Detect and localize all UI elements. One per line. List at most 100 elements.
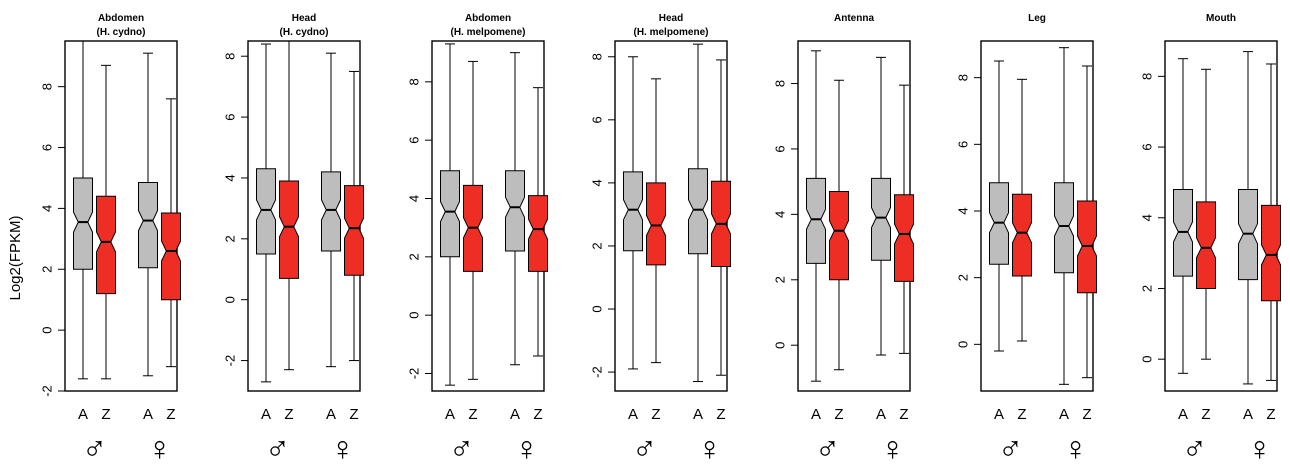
y-tick-label: 6 xyxy=(39,144,54,151)
x-category-label: Z xyxy=(1266,406,1275,423)
x-category-label: Z xyxy=(716,406,725,423)
x-category-label: Z xyxy=(899,406,908,423)
y-tick-label: 6 xyxy=(955,141,970,148)
y-tick-label: 6 xyxy=(1139,143,1154,150)
box-male-A xyxy=(623,56,643,370)
x-category-label: Z xyxy=(166,406,175,423)
box-male-Z xyxy=(96,64,116,380)
box-body xyxy=(1261,204,1281,302)
female-symbol-icon: ♀ xyxy=(1247,430,1273,468)
box-body xyxy=(806,177,826,264)
x-category-label: A xyxy=(78,406,88,423)
y-tick-label: 4 xyxy=(39,205,54,212)
box-male-Z xyxy=(829,79,849,371)
x-category-label: Z xyxy=(533,406,542,423)
y-tick-label: 6 xyxy=(222,113,237,120)
y-tick-label: 8 xyxy=(955,74,970,81)
y-tick-label: 0 xyxy=(1139,356,1154,363)
box-body xyxy=(138,182,158,269)
box-body xyxy=(505,170,525,252)
y-tick-label: 6 xyxy=(589,116,604,123)
female-symbol-icon: ♀ xyxy=(880,430,906,468)
box-body xyxy=(623,171,643,252)
y-tick-label: 2 xyxy=(589,242,604,249)
y-tick-label: 2 xyxy=(39,266,54,273)
x-category-label: A xyxy=(811,406,821,423)
x-category-label: A xyxy=(1243,406,1253,423)
box-female-Z xyxy=(711,59,731,376)
male-symbol-icon: ♂ xyxy=(82,430,108,468)
female-symbol-icon: ♀ xyxy=(330,430,356,468)
box-female-Z xyxy=(528,87,548,357)
y-tick-label: -2 xyxy=(222,355,237,367)
x-category-label: Z xyxy=(1017,406,1026,423)
y-tick-label: 4 xyxy=(589,179,604,186)
y-tick-label: 4 xyxy=(222,174,237,181)
panel-title: Mouth xyxy=(1206,13,1236,24)
y-tick-label: 8 xyxy=(222,53,237,60)
male-symbol-icon: ♂ xyxy=(1182,430,1208,468)
x-category-label: A xyxy=(876,406,886,423)
box-male-Z xyxy=(1196,68,1216,360)
box-body xyxy=(829,191,849,281)
x-category-label: A xyxy=(143,406,153,423)
y-axis-label: Log2(FPKM) xyxy=(7,215,24,300)
x-category-label: Z xyxy=(284,406,293,423)
y-tick-label: 2 xyxy=(222,235,237,242)
panel-title: (H. melpomene) xyxy=(450,27,525,38)
y-tick-label: -2 xyxy=(406,368,421,380)
y-tick-label: 6 xyxy=(772,145,787,152)
x-category-label: Z xyxy=(1201,406,1210,423)
y-tick-label: 8 xyxy=(406,78,421,85)
y-tick-label: 4 xyxy=(772,211,787,218)
box-body xyxy=(440,170,460,258)
box-body xyxy=(1054,182,1074,274)
x-category-label: A xyxy=(445,406,455,423)
male-symbol-icon: ♂ xyxy=(449,430,475,468)
box-body xyxy=(871,177,891,261)
box-female-Z xyxy=(1261,63,1281,381)
panel-title: (H. cydno) xyxy=(280,27,329,38)
y-tick-label: 0 xyxy=(406,312,421,319)
x-category-label: A xyxy=(510,406,520,423)
box-body xyxy=(256,168,276,255)
y-tick-label: -2 xyxy=(39,385,54,397)
x-category-label: Z xyxy=(101,406,110,423)
box-male-Z xyxy=(279,40,299,371)
y-tick-label: 0 xyxy=(589,305,604,312)
box-body xyxy=(321,171,341,252)
box-male-A xyxy=(256,43,276,383)
box-female-A xyxy=(1054,47,1074,385)
panel-title: Abdomen xyxy=(98,13,144,24)
box-male-Z xyxy=(463,60,483,380)
y-tick-label: 2 xyxy=(955,274,970,281)
x-category-label: A xyxy=(1059,406,1069,423)
box-male-A xyxy=(1173,58,1193,374)
panel-title: (H. cydno) xyxy=(97,27,146,38)
y-tick-label: 4 xyxy=(406,195,421,202)
y-tick-label: 8 xyxy=(589,53,604,60)
box-body xyxy=(96,195,116,295)
y-tick-label: 2 xyxy=(1139,285,1154,292)
box-body xyxy=(894,194,914,282)
x-category-label: Z xyxy=(468,406,477,423)
box-female-Z xyxy=(1077,65,1097,379)
box-male-A xyxy=(806,50,826,382)
box-female-Z xyxy=(161,98,181,368)
y-tick-label: 6 xyxy=(406,137,421,144)
y-tick-label: 0 xyxy=(955,341,970,348)
panel-title: Head xyxy=(292,13,316,24)
box-male-A xyxy=(73,40,93,380)
y-tick-label: 2 xyxy=(406,253,421,260)
female-symbol-icon: ♀ xyxy=(147,430,173,468)
box-female-A xyxy=(871,56,891,356)
box-female-A xyxy=(138,52,158,377)
box-body xyxy=(688,168,708,255)
